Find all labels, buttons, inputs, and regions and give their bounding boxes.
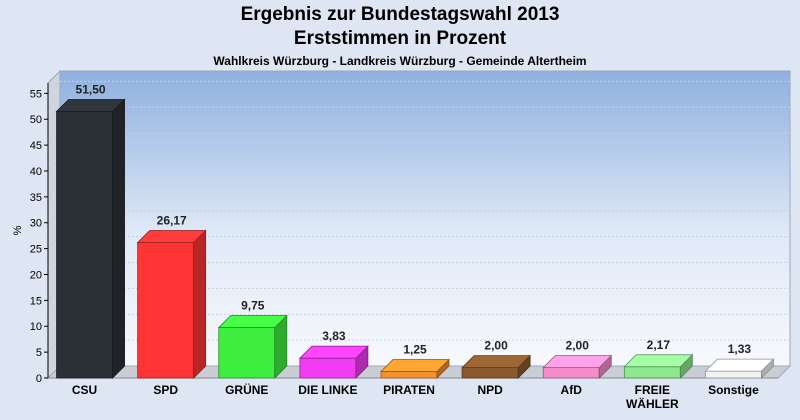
gridline-side	[47, 106, 61, 120]
chart-subtitle: Erststimmen in Prozent	[293, 28, 507, 49]
y-tick-label: 25	[30, 244, 42, 256]
bar-front	[542, 367, 600, 379]
y-tick-label: 0	[36, 373, 42, 385]
bar	[55, 98, 126, 379]
bar	[542, 354, 613, 379]
gridline-side	[47, 80, 61, 94]
x-tick-label: WÄHLER	[626, 396, 679, 411]
data-label: 9,75	[241, 299, 265, 313]
bar	[380, 358, 450, 379]
data-label: 2,00	[484, 339, 508, 353]
bar-front	[623, 366, 681, 379]
x-tick-label: DIE LINKE	[298, 383, 357, 397]
data-label: 2,00	[566, 339, 590, 353]
y-tick-label: 55	[30, 88, 42, 100]
chart-title: Ergebnis zur Bundestagswahl 2013	[240, 4, 560, 25]
bar-top	[380, 359, 450, 372]
bar-top	[542, 355, 613, 369]
bar-front	[218, 327, 276, 379]
y-tick-label: 10	[30, 321, 42, 333]
y-tick-label: 30	[30, 218, 42, 230]
bar	[461, 354, 532, 379]
bar	[623, 353, 694, 379]
y-tick-label: 50	[30, 114, 42, 126]
bar	[136, 229, 207, 379]
x-tick-label: NPD	[477, 383, 503, 397]
bar-front	[461, 367, 519, 379]
bar-front	[705, 370, 762, 379]
chart-caption: Wahlkreis Würzburg - Landkreis Würzburg …	[213, 54, 587, 68]
data-label: 1,25	[403, 343, 427, 357]
y-tick-label: 35	[30, 192, 42, 204]
y-tick-label: 15	[30, 295, 42, 307]
bar-front	[137, 242, 195, 379]
y-axis-label: %	[12, 225, 24, 235]
bar-front	[380, 371, 438, 379]
data-label: 1,33	[728, 342, 752, 356]
x-tick-label: AfD	[561, 383, 583, 397]
bar-front	[56, 111, 113, 379]
bar-side	[193, 229, 207, 379]
bar-front	[299, 357, 357, 379]
bar-top	[55, 99, 126, 112]
bar	[704, 358, 775, 379]
bar-top	[623, 354, 694, 368]
data-label: 3,83	[322, 329, 346, 343]
data-label: 26,17	[157, 214, 187, 228]
bar-top	[704, 358, 775, 372]
data-label: 51,50	[76, 82, 106, 96]
y-tick-label: 20	[30, 269, 42, 281]
y-tick-label: 5	[36, 347, 42, 359]
bar	[217, 314, 288, 379]
bar-top	[217, 315, 288, 328]
x-tick-label: SPD	[153, 383, 178, 397]
y-tick-label: 45	[30, 140, 42, 152]
x-tick-label: CSU	[72, 383, 97, 397]
x-tick-label: Sonstige	[708, 383, 759, 397]
x-tick-label: PIRATEN	[383, 383, 435, 397]
bar-top	[298, 345, 369, 359]
bar	[298, 345, 369, 379]
y-tick-label: 40	[30, 166, 42, 178]
bar-top	[136, 230, 207, 243]
bar-top	[461, 355, 532, 369]
bar-side	[112, 98, 125, 379]
x-tick-label: FREIE	[635, 383, 670, 397]
data-label: 2,17	[647, 338, 671, 352]
x-tick-label: GRÜNE	[225, 382, 268, 397]
